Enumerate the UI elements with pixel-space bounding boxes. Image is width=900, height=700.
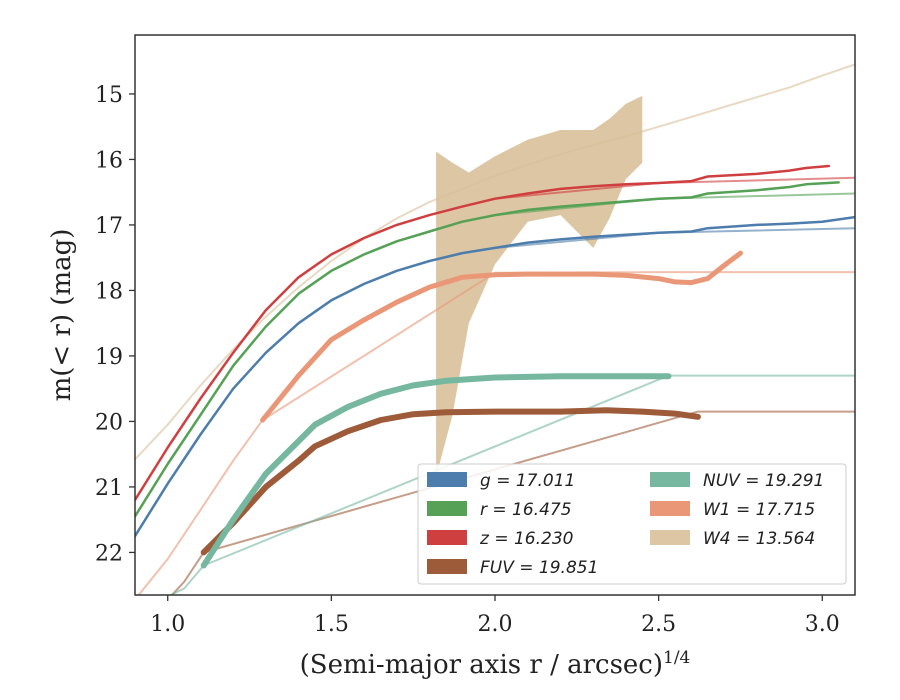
- y-tick-label: 18: [95, 279, 123, 304]
- legend: g = 17.011 r = 16.475 z = 16.230 FUV = 19.8…: [417, 463, 847, 585]
- model-line-w4: [135, 63, 855, 461]
- legend-label-nuv: NUV = 19.291: [703, 471, 824, 491]
- y-tick-label: 15: [95, 83, 123, 108]
- legend-swatch-z: [427, 530, 467, 545]
- legend-label-g: g = 17.011: [480, 471, 575, 491]
- legend-swatch-fuv: [427, 559, 467, 574]
- legend-label-w1: W1 = 17.715: [703, 500, 815, 520]
- x-ticks: 1.0 1.5 2.0 2.5 3.0: [150, 595, 840, 637]
- y-tick-label: 16: [95, 148, 123, 173]
- series-line-fuv: [200, 407, 701, 556]
- legend-box: [417, 463, 847, 585]
- legend-label-r: r = 16.475: [480, 500, 572, 520]
- band-w4: [436, 95, 643, 478]
- series-line-w1: [260, 250, 743, 423]
- x-tick-label: 2.5: [641, 612, 676, 637]
- model-line-w1: [137, 271, 855, 595]
- lines-layer: [135, 164, 855, 569]
- legend-swatch-w1: [650, 501, 690, 516]
- x-axis-label-text: (Semi-major axis r / arcsec): [300, 650, 663, 680]
- x-axis-label-superscript: 1/4: [663, 648, 690, 668]
- y-tick-label: 17: [95, 214, 123, 239]
- legend-label-z: z = 16.230: [479, 529, 573, 549]
- series-line-r: [135, 181, 840, 518]
- x-tick-label: 1.0: [150, 612, 185, 637]
- legend-label-w4: W4 = 13.564: [703, 529, 815, 549]
- series-line-z: [135, 164, 831, 502]
- legend-label-fuv: FUV = 19.851: [480, 558, 598, 578]
- y-tick-label: 20: [95, 410, 123, 435]
- x-tick-label: 3.0: [805, 612, 840, 637]
- legend-swatch-w4: [650, 530, 690, 545]
- legend-swatch-g: [427, 472, 467, 487]
- y-tick-label: 21: [95, 476, 123, 501]
- y-tick-label: 19: [95, 345, 123, 370]
- series-line-g: [135, 215, 855, 538]
- x-tick-label: 1.5: [314, 612, 349, 637]
- series-line-nuv: [200, 373, 672, 569]
- bands-layer: [436, 95, 643, 478]
- y-tick-label: 22: [95, 541, 123, 566]
- x-axis-label: (Semi-major axis r / arcsec)1/4: [300, 648, 691, 680]
- x-tick-label: 2.0: [478, 612, 513, 637]
- y-ticks: 15 16 17 18 19 20 21 22: [95, 83, 135, 566]
- y-axis-label: m(< r) (mag): [47, 229, 77, 402]
- legend-swatch-nuv: [650, 472, 690, 487]
- legend-swatch-r: [427, 501, 467, 516]
